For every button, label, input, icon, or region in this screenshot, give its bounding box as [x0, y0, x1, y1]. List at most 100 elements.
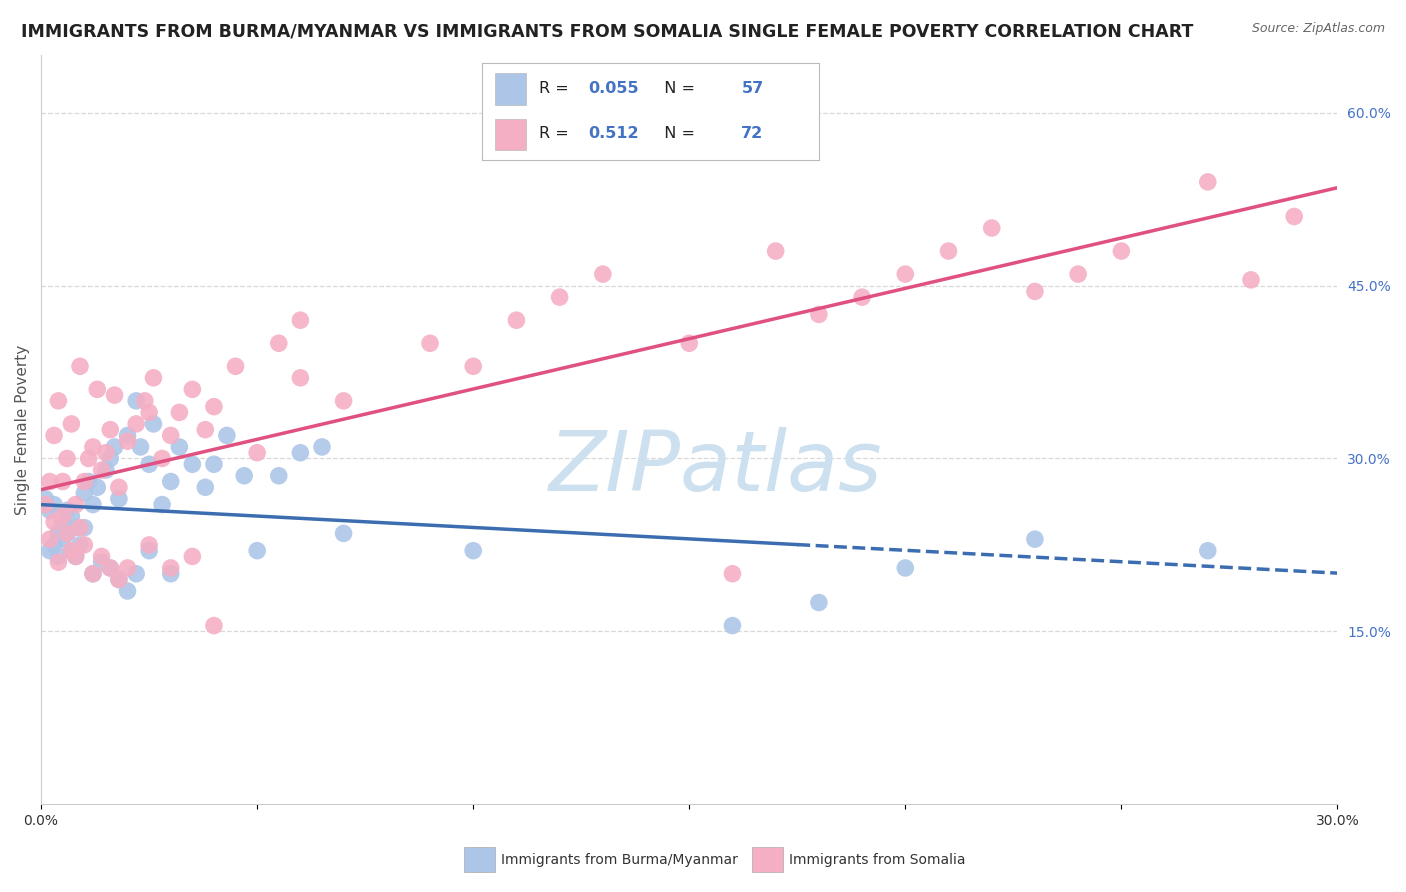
Point: [82, 498, 104, 512]
Point: [142, 417, 165, 431]
Point: [65, 498, 87, 512]
Point: [169, 405, 191, 419]
Point: [38, 532, 60, 546]
Point: [290, 446, 312, 460]
Point: [90, 555, 112, 569]
Point: [202, 400, 225, 414]
Point: [463, 543, 485, 558]
Point: [202, 618, 225, 632]
Point: [894, 561, 917, 575]
Point: [103, 388, 125, 402]
Point: [108, 491, 131, 506]
Point: [56, 503, 79, 517]
Point: [332, 393, 354, 408]
Point: [233, 468, 256, 483]
Point: [42, 538, 65, 552]
Point: [48, 393, 70, 408]
Point: [1024, 532, 1046, 546]
Text: Immigrants from Burma/Myanmar: Immigrants from Burma/Myanmar: [501, 853, 737, 867]
Text: Source: ZipAtlas.com: Source: ZipAtlas.com: [1251, 22, 1385, 36]
Point: [98, 423, 121, 437]
Point: [1282, 210, 1305, 224]
Point: [56, 526, 79, 541]
Point: [98, 561, 121, 575]
Point: [98, 561, 121, 575]
Point: [181, 382, 204, 396]
Point: [463, 359, 485, 374]
Point: [215, 428, 238, 442]
Point: [894, 267, 917, 281]
Point: [65, 549, 87, 564]
Point: [290, 371, 312, 385]
Point: [129, 440, 152, 454]
Point: [138, 538, 160, 552]
Point: [246, 543, 269, 558]
Point: [202, 457, 225, 471]
Point: [82, 440, 104, 454]
Point: [419, 336, 441, 351]
Point: [267, 468, 290, 483]
Point: [90, 463, 112, 477]
Point: [117, 434, 139, 449]
Point: [267, 336, 290, 351]
Point: [86, 382, 108, 396]
Point: [52, 515, 75, 529]
Point: [48, 555, 70, 569]
Point: [138, 405, 160, 419]
Point: [108, 480, 131, 494]
Point: [42, 498, 65, 512]
Text: IMMIGRANTS FROM BURMA/MYANMAR VS IMMIGRANTS FROM SOMALIA SINGLE FEMALE POVERTY C: IMMIGRANTS FROM BURMA/MYANMAR VS IMMIGRA…: [21, 22, 1194, 40]
Point: [117, 428, 139, 442]
Point: [311, 440, 333, 454]
Point: [1197, 175, 1219, 189]
Point: [332, 526, 354, 541]
Point: [60, 417, 83, 431]
Point: [721, 618, 744, 632]
Point: [246, 446, 269, 460]
Point: [117, 561, 139, 575]
Point: [69, 538, 91, 552]
Point: [48, 549, 70, 564]
Point: [98, 451, 121, 466]
Point: [65, 521, 87, 535]
Text: Immigrants from Somalia: Immigrants from Somalia: [789, 853, 966, 867]
Point: [77, 475, 100, 489]
Point: [548, 290, 571, 304]
Point: [108, 573, 131, 587]
Point: [38, 503, 60, 517]
Point: [678, 336, 700, 351]
Point: [505, 313, 527, 327]
Point: [65, 549, 87, 564]
Point: [980, 221, 1002, 235]
Point: [194, 423, 217, 437]
Point: [150, 451, 173, 466]
Point: [765, 244, 787, 258]
Point: [60, 543, 83, 558]
Point: [38, 543, 60, 558]
Point: [34, 491, 56, 506]
Point: [38, 475, 60, 489]
Point: [125, 417, 148, 431]
Point: [73, 521, 96, 535]
Point: [69, 521, 91, 535]
Point: [150, 498, 173, 512]
Point: [52, 532, 75, 546]
Point: [1024, 285, 1046, 299]
Point: [34, 498, 56, 512]
Point: [807, 308, 830, 322]
Point: [159, 428, 181, 442]
Point: [134, 393, 156, 408]
Point: [181, 457, 204, 471]
Point: [94, 463, 117, 477]
Point: [60, 509, 83, 524]
Point: [721, 566, 744, 581]
Point: [851, 290, 873, 304]
Point: [142, 371, 165, 385]
Point: [807, 595, 830, 609]
Point: [138, 457, 160, 471]
Point: [290, 313, 312, 327]
Text: ZIPatlas: ZIPatlas: [548, 426, 882, 508]
Point: [159, 566, 181, 581]
Point: [82, 566, 104, 581]
Point: [94, 446, 117, 460]
